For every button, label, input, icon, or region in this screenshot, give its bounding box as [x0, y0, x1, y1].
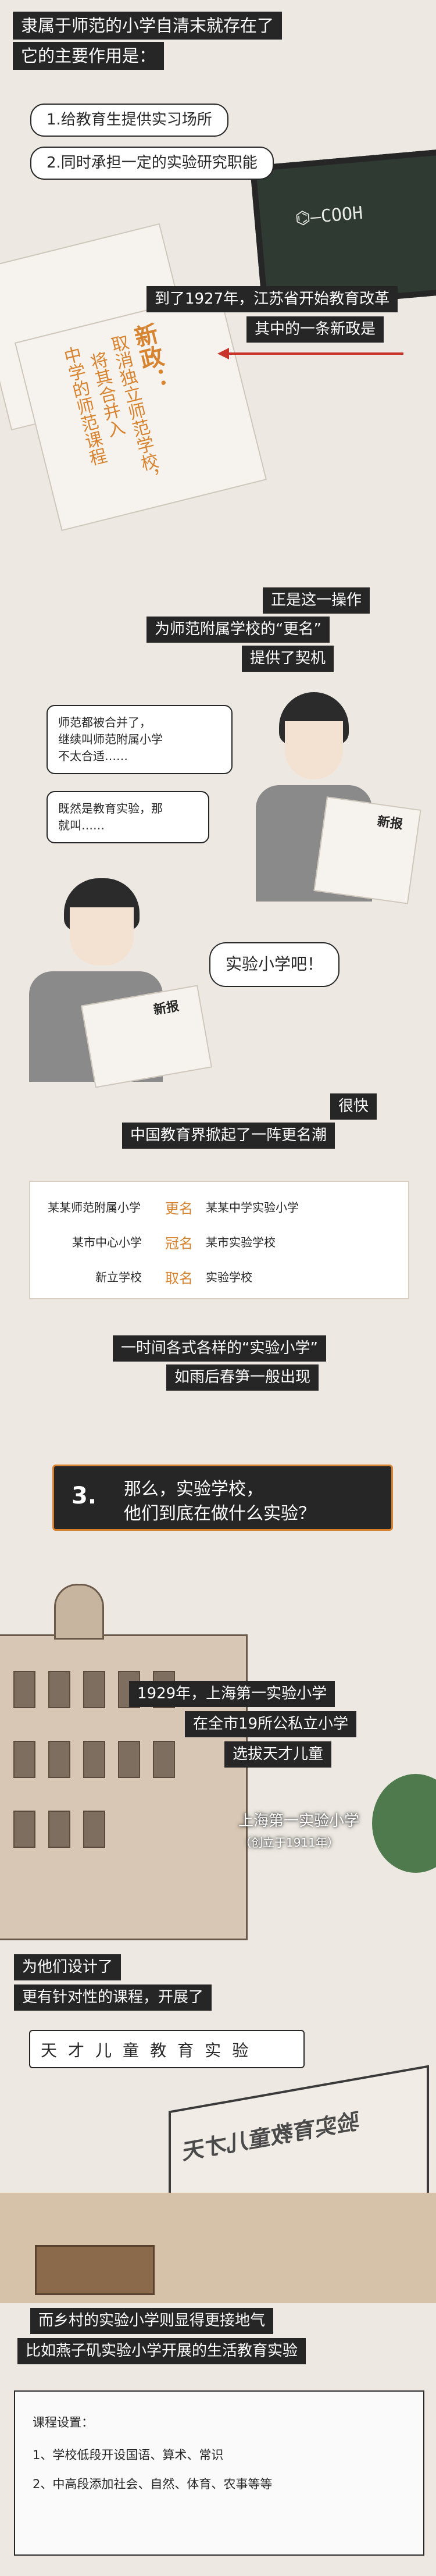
caption-1929-shanghai: 1929年，上海第一实验小学 — [129, 1681, 335, 1707]
curriculum-item: 2、中高段添加社会、自然、体育、农事等等 — [33, 2477, 273, 2491]
title-char: 育 — [177, 2041, 205, 2060]
caption-intro-2: 它的主要作用是： — [13, 42, 165, 70]
arrow-left-icon — [217, 348, 229, 359]
new-name: 某市实验学校 — [206, 1235, 276, 1249]
arrow-line-illustration — [229, 352, 403, 355]
point-1-box: 1.给教育生提供实习场所 — [30, 104, 228, 137]
title-char: 才 — [68, 2041, 96, 2060]
speech-bubble-2: 既然是教育实验，那 就叫…… — [47, 791, 209, 843]
rename-verb: 取名 — [165, 1270, 193, 1287]
title-char: 儿 — [95, 2041, 123, 2060]
caption-this-move: 正是这一操作 — [263, 587, 370, 614]
curriculum-title: 课程设置： — [33, 2415, 94, 2429]
old-name: 某某师范附属小学 — [48, 1200, 141, 1214]
speech-bubble-1: 师范都被合并了， 继续叫师范附属小学 不太合适…… — [47, 705, 233, 774]
section-intro: ⌬—COOH 隶属于师范的小学自清末就存在了 它的主要作用是： 1.给教育生提供… — [0, 0, 436, 337]
window-shape — [118, 1741, 140, 1778]
thinking-boy-illustration: 新报 — [244, 686, 421, 907]
window-shape — [48, 1671, 70, 1708]
old-name: 某市中心小学 — [72, 1235, 142, 1249]
question-line-1: 那么，实验学校， — [124, 1479, 263, 1499]
section-renaming: 正是这一操作 为师范附属学校的“更名” 提供了契机 新报 师范都被合并了， 继续… — [0, 576, 436, 1088]
caption-opportunity: 提供了契机 — [242, 646, 334, 672]
title-char: 童 — [123, 2041, 151, 2060]
caption-yanziji-experiment: 比如燕子矶实验小学开展的生活教育实验 — [17, 2338, 306, 2364]
caption-new-policy: 其中的一条新政是 — [246, 316, 384, 343]
window-shape — [13, 1741, 35, 1778]
face-shape — [285, 721, 343, 779]
window-shape — [13, 1811, 35, 1848]
newspaper-label: 新报 — [152, 999, 181, 1018]
window-shape — [83, 1741, 105, 1778]
school-name-label: 上海第一实验小学 — [238, 1812, 360, 1830]
section-rural-school: 而乡村的实验小学则显得更接地气 比如燕子矶实验小学开展的生活教育实验 课程设置：… — [0, 2303, 436, 2576]
window-shape — [48, 1741, 70, 1778]
caption-gifted-children: 选拔天才儿童 — [224, 1741, 332, 1768]
caption-19-schools: 在全市19所公私立小学 — [185, 1711, 357, 1737]
window-shape — [83, 1671, 105, 1708]
school-building-illustration — [0, 1584, 248, 1940]
caption-1927-reform: 到了1927年，江苏省开始教育改革 — [146, 286, 398, 312]
desk-illustration — [35, 2245, 155, 2295]
section-rename-wave: 很快 中国教育界掀起了一阵更名潮 某某师范附属小学 更名 某某中学实验小学 某市… — [0, 1093, 436, 1408]
tree-illustration — [372, 1774, 436, 1873]
newspaper-label: 新报 — [376, 814, 404, 832]
curriculum-box: 课程设置： 1、学校低段开设国语、算术、常识 2、中高段添加社会、自然、体育、农… — [14, 2390, 424, 2556]
experiment-title: 天才儿童教育实验 — [41, 2038, 259, 2061]
section-new-policy: 新政： 取消独立师范学校， 将其合并入 中学的师范课程 到了1927年，江苏省开… — [0, 209, 436, 532]
rename-table: 某某师范附属小学 更名 某某中学实验小学 某市中心小学 冠名 某市实验学校 新立… — [29, 1181, 409, 1299]
caption-soon: 很快 — [330, 1093, 377, 1120]
caption-designed-for-them: 为他们设计了 — [14, 1954, 121, 1980]
caption-various-schools: 一时间各式各样的“实验小学” — [113, 1335, 326, 1362]
rename-verb: 更名 — [165, 1200, 193, 1217]
window-shape — [13, 1671, 35, 1708]
caption-intro-1: 隶属于师范的小学自清末就存在了 — [13, 12, 283, 40]
question-box: 3. 那么，实验学校， 他们到底在做什么实验？ — [52, 1465, 393, 1531]
rename-verb: 冠名 — [165, 1235, 193, 1252]
school-founded-label: （创立于1911年） — [240, 1836, 339, 1850]
caption-mushrooming: 如雨后春笋一般出现 — [166, 1364, 319, 1391]
section-number: 3. — [72, 1483, 97, 1509]
section-question: 3. 那么，实验学校， 他们到底在做什么实验？ — [0, 1425, 436, 1553]
reading-boy-illustration: 新报 — [23, 878, 212, 1088]
title-char: 实 — [205, 2041, 233, 2060]
window-shape — [48, 1811, 70, 1848]
title-char: 验 — [232, 2041, 260, 2060]
point-2-box: 2.同时承担一定的实验研究职能 — [30, 147, 274, 180]
caption-rename-chance: 为师范附属学校的“更名” — [146, 617, 330, 643]
question-line-2: 他们到底在做什么实验？ — [124, 1503, 316, 1524]
title-char: 教 — [150, 2041, 178, 2060]
section-shanghai-school: 1929年，上海第一实验小学 在全市19所公私立小学 选拔天才儿童 上海第一实验… — [0, 1565, 436, 1940]
speech-bubble-3: 实验小学吧！ — [209, 942, 340, 987]
caption-rename-wave: 中国教育界掀起了一阵更名潮 — [122, 1123, 335, 1149]
face-shape — [70, 907, 134, 965]
caption-targeted-courses: 更有针对性的课程，开展了 — [14, 1984, 212, 2011]
section-gifted-course: 为他们设计了 更有针对性的课程，开展了 天才儿童教育实验 验实育教童儿才天 — [0, 1943, 436, 2303]
curriculum-item: 1、学校低段开设国语、算术、常识 — [33, 2448, 224, 2462]
experiment-title-box: 天才儿童教育实验 — [29, 2030, 305, 2068]
new-name: 实验学校 — [206, 1270, 252, 1284]
newspaper-illustration: 新报 — [313, 796, 421, 904]
title-char: 天 — [41, 2041, 69, 2060]
board-text: 验实育教童儿才天 — [183, 2108, 360, 2165]
new-name: 某某中学实验小学 — [206, 1200, 299, 1214]
tower-shape — [54, 1584, 104, 1640]
window-shape — [83, 1811, 105, 1848]
caption-rural-school: 而乡村的实验小学则显得更接地气 — [30, 2308, 274, 2334]
window-shape — [153, 1741, 175, 1778]
old-name: 新立学校 — [95, 1270, 142, 1284]
